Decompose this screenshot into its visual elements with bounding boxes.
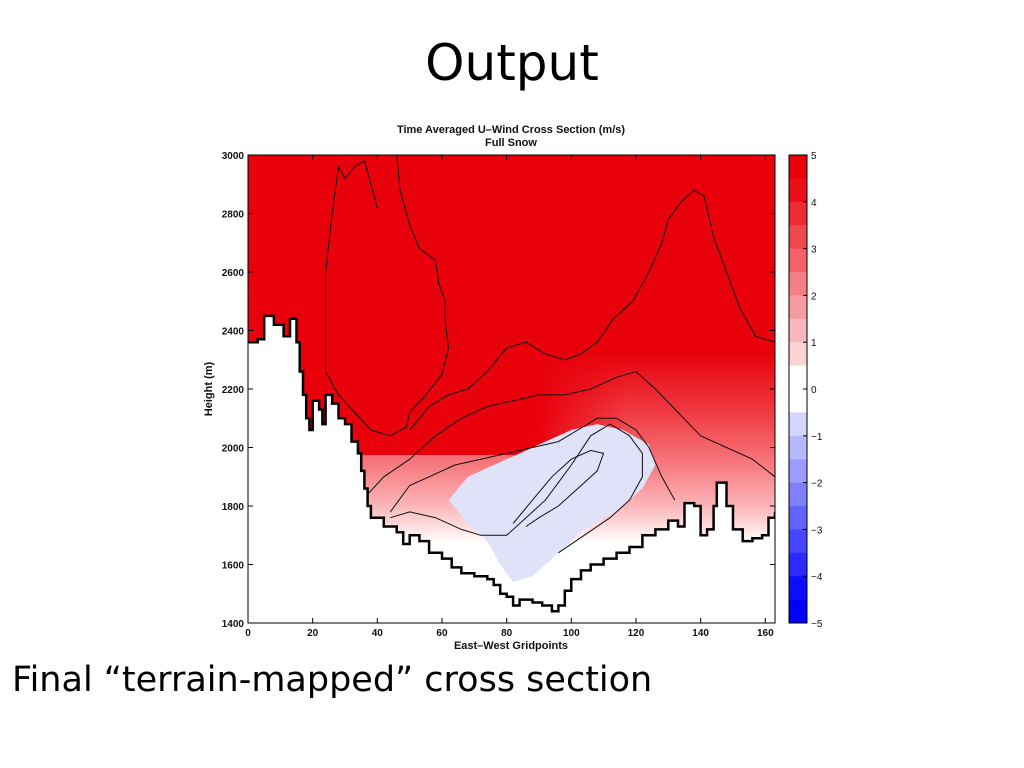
colorbar-swatch — [789, 389, 807, 413]
colorbar-swatch — [789, 482, 807, 507]
colorbar-swatch — [789, 365, 807, 390]
colorbar-tick-label: −5 — [811, 619, 823, 630]
y-axis: 1400 1600 1800 2000 2200 2400 2600 2800 3000 — [222, 151, 775, 630]
x-tick-label: 40 — [372, 628, 384, 639]
colorbar-swatch — [789, 272, 807, 296]
easterly-wind-region — [448, 424, 656, 582]
contour-line — [367, 370, 775, 495]
colorbar-swatch — [789, 201, 807, 226]
x-tick-label: 140 — [692, 628, 709, 639]
y-tick-label: 2200 — [222, 385, 245, 396]
colorbar — [788, 154, 808, 624]
colorbar-swatch — [789, 318, 807, 343]
colorbar-swatch — [789, 552, 807, 577]
colorbar-tick-label: 0 — [811, 385, 817, 396]
x-axis: 0 20 40 60 80 100 120 140 160 — [245, 155, 774, 639]
y-tick-label: 3000 — [222, 151, 245, 162]
colorbar-swatch — [789, 599, 807, 624]
x-axis-label: East–West Gridpoints — [454, 640, 568, 652]
colorbar-swatch — [789, 435, 807, 460]
contour-line — [325, 155, 450, 437]
y-axis-label: Height (m) — [203, 361, 215, 416]
colorbar-swatch — [789, 412, 807, 437]
x-tick-label: 80 — [501, 628, 513, 639]
x-tick-label: 120 — [628, 628, 645, 639]
colorbar-tick-label: 2 — [811, 291, 817, 302]
y-tick-label: 1400 — [222, 619, 245, 630]
chart-subtitle: Full Snow — [485, 137, 537, 149]
contour-line — [389, 417, 676, 513]
colorbar-tick-label: −3 — [811, 525, 823, 536]
x-tick-label: 60 — [436, 628, 448, 639]
slide-caption: Final “terrain-mapped” cross section — [12, 660, 653, 700]
colorbar-swatch — [789, 155, 807, 179]
terrain-line — [248, 314, 775, 613]
y-tick-label: 2800 — [222, 210, 245, 221]
y-tick-label: 1600 — [222, 561, 245, 572]
contour-line — [512, 449, 605, 527]
colorbar-tick-label: 3 — [811, 245, 817, 256]
y-tick-label: 2600 — [222, 268, 245, 279]
colorbar-swatch — [789, 506, 807, 530]
colorbar-tick-label: 5 — [811, 151, 817, 162]
x-tick-label: 160 — [757, 628, 774, 639]
colorbar-swatch — [789, 178, 807, 203]
colorbar-swatch — [789, 529, 807, 554]
contour-line — [390, 423, 643, 554]
colorbar-swatch — [789, 295, 807, 320]
chart-title: Time Averaged U–Wind Cross Section (m/s) — [397, 124, 625, 136]
colorbar-swatch — [789, 342, 807, 367]
colorbar-swatch — [789, 248, 807, 273]
contour-line — [409, 189, 775, 431]
isotach-contours — [325, 155, 775, 554]
colorbar-swatch — [789, 576, 807, 601]
x-tick-label: 100 — [563, 628, 580, 639]
colorbar-swatch — [789, 459, 807, 484]
y-tick-label: 2400 — [222, 327, 245, 338]
plot-area — [248, 155, 775, 623]
y-tick-label: 2000 — [222, 444, 245, 455]
colorbar-ticks: 5 4 3 2 1 0 −1 −2 −3 −4 −5 — [803, 151, 823, 630]
colorbar-tick-label: 4 — [811, 198, 817, 209]
colorbar-tick-label: 1 — [811, 338, 817, 349]
colorbar-tick-label: −4 — [811, 572, 823, 583]
slide-title: Output — [425, 34, 599, 92]
colorbar-tick-label: −1 — [811, 432, 823, 443]
x-tick-label: 20 — [307, 628, 319, 639]
y-tick-label: 1800 — [222, 502, 245, 513]
colorbar-swatch — [789, 225, 807, 250]
colorbar-tick-label: −2 — [811, 479, 823, 490]
x-tick-label: 0 — [245, 628, 251, 639]
